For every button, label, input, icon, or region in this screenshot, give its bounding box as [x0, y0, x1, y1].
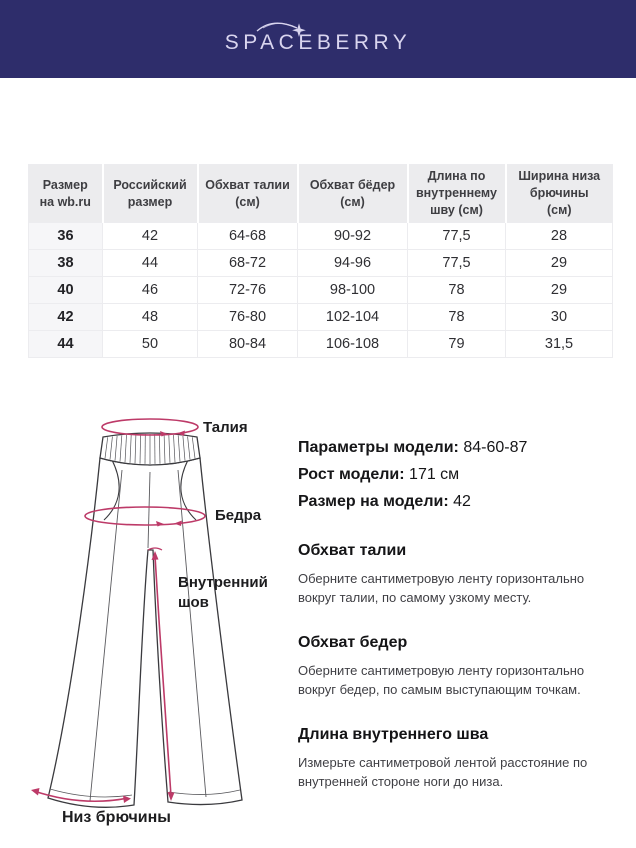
size-cell: 79 [407, 330, 506, 358]
size-cell: 50 [102, 330, 198, 358]
col-header-inseam: Длина по внутреннему шву (см) [406, 164, 506, 223]
size-cell: 76-80 [197, 303, 298, 331]
section-hips-title: Обхват бедер [298, 634, 408, 651]
size-cell-wb: 40 [28, 276, 103, 304]
waist-measure-arrow [101, 418, 199, 436]
size-cell-wb: 38 [28, 249, 103, 277]
size-cell: 90-92 [297, 222, 408, 250]
size-cell: 94-96 [297, 249, 408, 277]
brand-logo: SPACEBERRY [224, 22, 412, 55]
size-cell: 72-76 [197, 276, 298, 304]
section-waist: Обхват талии Оберните сантиметровую лент… [298, 542, 616, 607]
col-header-waist: Обхват талии (см) [196, 164, 298, 223]
size-cell-wb: 42 [28, 303, 103, 331]
size-cell: 98-100 [297, 276, 408, 304]
size-cell: 30 [505, 303, 613, 331]
hem-measure-arrow [33, 790, 129, 802]
hips-measure-arrow [84, 506, 206, 526]
shooting-star-icon [256, 22, 306, 37]
pants-outline [47, 457, 243, 808]
size-cell: 29 [505, 249, 613, 277]
size-cell: 78 [407, 303, 506, 331]
size-cell: 64-68 [197, 222, 298, 250]
section-inseam-body: Измерьте сантиметровой лентой расстояние… [298, 755, 588, 789]
model-size-label: Размер на модели: [298, 493, 449, 510]
size-cell: 28 [505, 222, 613, 250]
size-cell: 77,5 [407, 222, 506, 250]
hips-label: Бедра [215, 507, 262, 524]
model-size-value: 42 [448, 493, 471, 510]
section-inseam-title: Длина внутреннего шва [298, 726, 489, 743]
size-cell: 102-104 [297, 303, 408, 331]
size-cell: 77,5 [407, 249, 506, 277]
section-waist-body: Оберните сантиметровую ленту горизонталь… [298, 571, 585, 605]
size-cell-wb: 36 [28, 222, 103, 250]
size-cell: 31,5 [505, 330, 613, 358]
pocket-right-line [180, 459, 197, 521]
size-cell: 46 [102, 276, 198, 304]
size-cell-wb: 44 [28, 330, 103, 358]
table-row: 40 46 72-76 98-100 78 29 [28, 276, 613, 304]
size-cell: 44 [102, 249, 198, 277]
hem-label: Низ брючины [62, 809, 171, 826]
table-row: 36 42 64-68 90-92 77,5 28 [28, 222, 613, 250]
model-params-label: Параметры модели: [298, 439, 459, 456]
col-header-ru-size: Российский размер [101, 164, 198, 223]
table-row: 42 48 76-80 102-104 78 30 [28, 303, 613, 331]
section-hips: Обхват бедер Оберните сантиметровую лент… [298, 634, 616, 699]
model-params-value: 84-60-87 [458, 439, 528, 456]
size-cell: 42 [102, 222, 198, 250]
col-header-leg-width: Ширина низа брючины (см) [504, 164, 613, 223]
table-row: 44 50 80-84 106-108 79 31,5 [28, 330, 613, 358]
pocket-left-line [103, 459, 120, 521]
size-cell: 29 [505, 276, 613, 304]
pants-diagram: Талия Бедра Внутренний шов Низ брючины [22, 398, 307, 843]
pants-illustration: Талия Бедра Внутренний шов Низ брючины [31, 418, 268, 826]
size-table: Размер на wb.ru Российский размер Обхват… [28, 164, 613, 358]
size-table-header: Размер на wb.ru Российский размер Обхват… [28, 164, 613, 223]
brand-header: SPACEBERRY [0, 0, 636, 78]
section-hips-body: Оберните сантиметровую ленту горизонталь… [298, 663, 585, 697]
waist-label: Талия [203, 419, 248, 436]
size-cell: 68-72 [197, 249, 298, 277]
model-size-line: Размер на модели: 42 [298, 488, 616, 515]
size-cell: 80-84 [197, 330, 298, 358]
size-cell: 48 [102, 303, 198, 331]
measurement-info: Параметры модели: 84-60-87 Рост модели: … [298, 434, 616, 791]
size-table-body: 36 42 64-68 90-92 77,5 28 38 44 68-72 94-96 77,5 29… [28, 222, 613, 358]
inseam-label-line2: шов [178, 594, 209, 611]
inseam-label-line1: Внутренний [178, 574, 268, 591]
model-params-line: Параметры модели: 84-60-87 [298, 434, 616, 461]
section-inseam: Длина внутреннего шва Измерьте сантиметр… [298, 726, 616, 791]
section-waist-title: Обхват талии [298, 542, 407, 559]
table-row: 38 44 68-72 94-96 77,5 29 [28, 249, 613, 277]
waistband-ribs [104, 434, 196, 464]
inseam-measure-arrow [154, 555, 172, 797]
size-cell: 78 [407, 276, 506, 304]
size-cell: 106-108 [297, 330, 408, 358]
col-header-hips: Обхват бёдер (см) [296, 164, 408, 223]
model-height-value: 171 см [404, 466, 460, 483]
brand-logo-text: SPACEBERRY [224, 31, 412, 54]
model-height-label: Рост модели: [298, 466, 405, 483]
model-height-line: Рост модели: 171 см [298, 461, 616, 488]
col-header-wb-size: Размер на wb.ru [28, 164, 103, 223]
